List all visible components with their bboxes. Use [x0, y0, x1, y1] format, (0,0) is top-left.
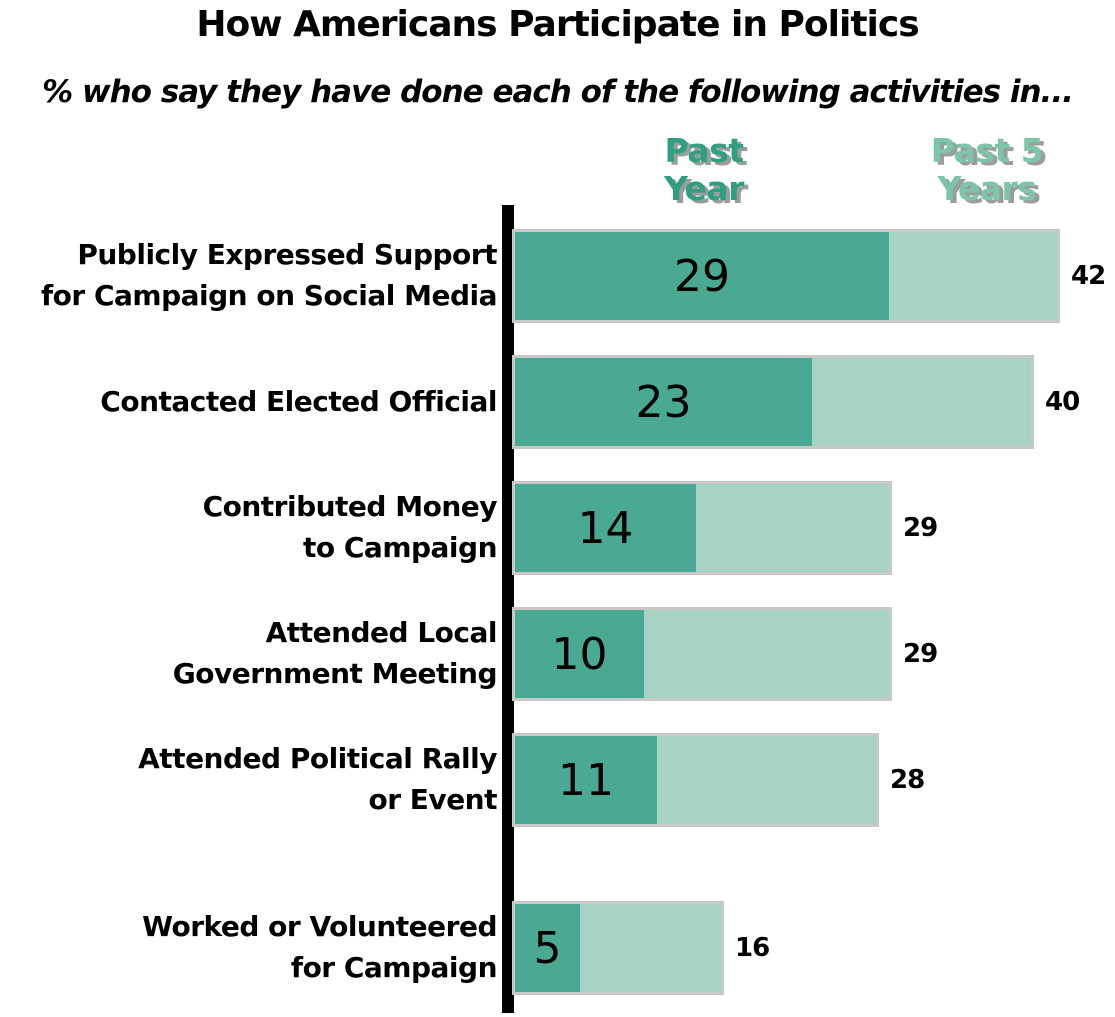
category-label-line: Worked or Volunteered — [142, 910, 497, 944]
category-label-line: to Campaign — [303, 531, 498, 564]
category-label-line: or Event — [368, 783, 498, 816]
segment-past-5-years — [657, 736, 876, 824]
past-year-value-label: 14 — [577, 502, 634, 554]
y-axis-line — [502, 205, 514, 1013]
category-label-line: Contacted Elected Official — [100, 384, 497, 418]
category-label-line: Attended Political Rally — [138, 742, 497, 776]
past-5-years-total-label: 42 — [1071, 261, 1106, 291]
category-label: Attended Political Rally or Event — [0, 736, 497, 824]
past-year-value-label: 5 — [533, 922, 562, 974]
category-label-line: Contributed Money — [202, 490, 498, 524]
past-5-years-total-label: 16 — [735, 933, 770, 963]
past-year-value-label: 10 — [551, 628, 608, 680]
category-label-line: for Campaign on Social Media — [41, 279, 498, 312]
category-label: Attended Local Government Meeting — [0, 610, 498, 698]
category-label: Contacted Elected Official — [0, 358, 497, 446]
segment-past-year — [515, 232, 889, 320]
segment-past-5-years — [580, 904, 721, 992]
segment-past-5-years — [696, 484, 889, 572]
legend-past-5-years: Past 5 Years — [930, 131, 1044, 208]
past-5-years-total-label: 29 — [903, 639, 938, 669]
category-label-line: for Campaign — [290, 951, 498, 984]
past-5-years-total-label: 40 — [1045, 387, 1080, 417]
segment-past-year — [515, 484, 696, 572]
segment-past-year — [515, 358, 812, 446]
stacked-bar — [515, 484, 889, 572]
stacked-bar — [515, 610, 889, 698]
segment-past-year — [515, 904, 580, 992]
past-5-years-total-label: 28 — [890, 765, 925, 795]
category-label: Publicly Expressed Support for Campaign o… — [0, 232, 498, 320]
category-label-line: Attended Local — [265, 616, 498, 650]
segment-past-5-years — [644, 610, 889, 698]
category-label: Worked or Volunteered for Campaign — [0, 904, 497, 992]
past-year-value-label: 11 — [558, 754, 614, 806]
past-year-value-label: 29 — [674, 250, 730, 302]
stacked-bar — [515, 736, 876, 824]
segment-past-year — [515, 610, 644, 698]
past-year-value-label: 23 — [635, 376, 692, 428]
chart-title: How Americans Participate in Politics — [196, 4, 919, 45]
stacked-bar — [515, 358, 1031, 446]
past-5-years-total-label: 29 — [903, 513, 938, 543]
legend-past-year: Past Year — [664, 131, 744, 208]
stacked-bar — [515, 904, 721, 992]
segment-past-5-years — [889, 232, 1057, 320]
segment-past-5-years — [812, 358, 1031, 446]
segment-past-year — [515, 736, 657, 824]
category-label-line: Publicly Expressed Support — [77, 238, 497, 272]
category-label-line: Government Meeting — [172, 657, 498, 690]
stacked-bar — [515, 232, 1057, 320]
chart-subtitle: % who say they have done each of the fol… — [42, 74, 1074, 110]
category-label: Contributed Money to Campaign — [0, 484, 498, 572]
